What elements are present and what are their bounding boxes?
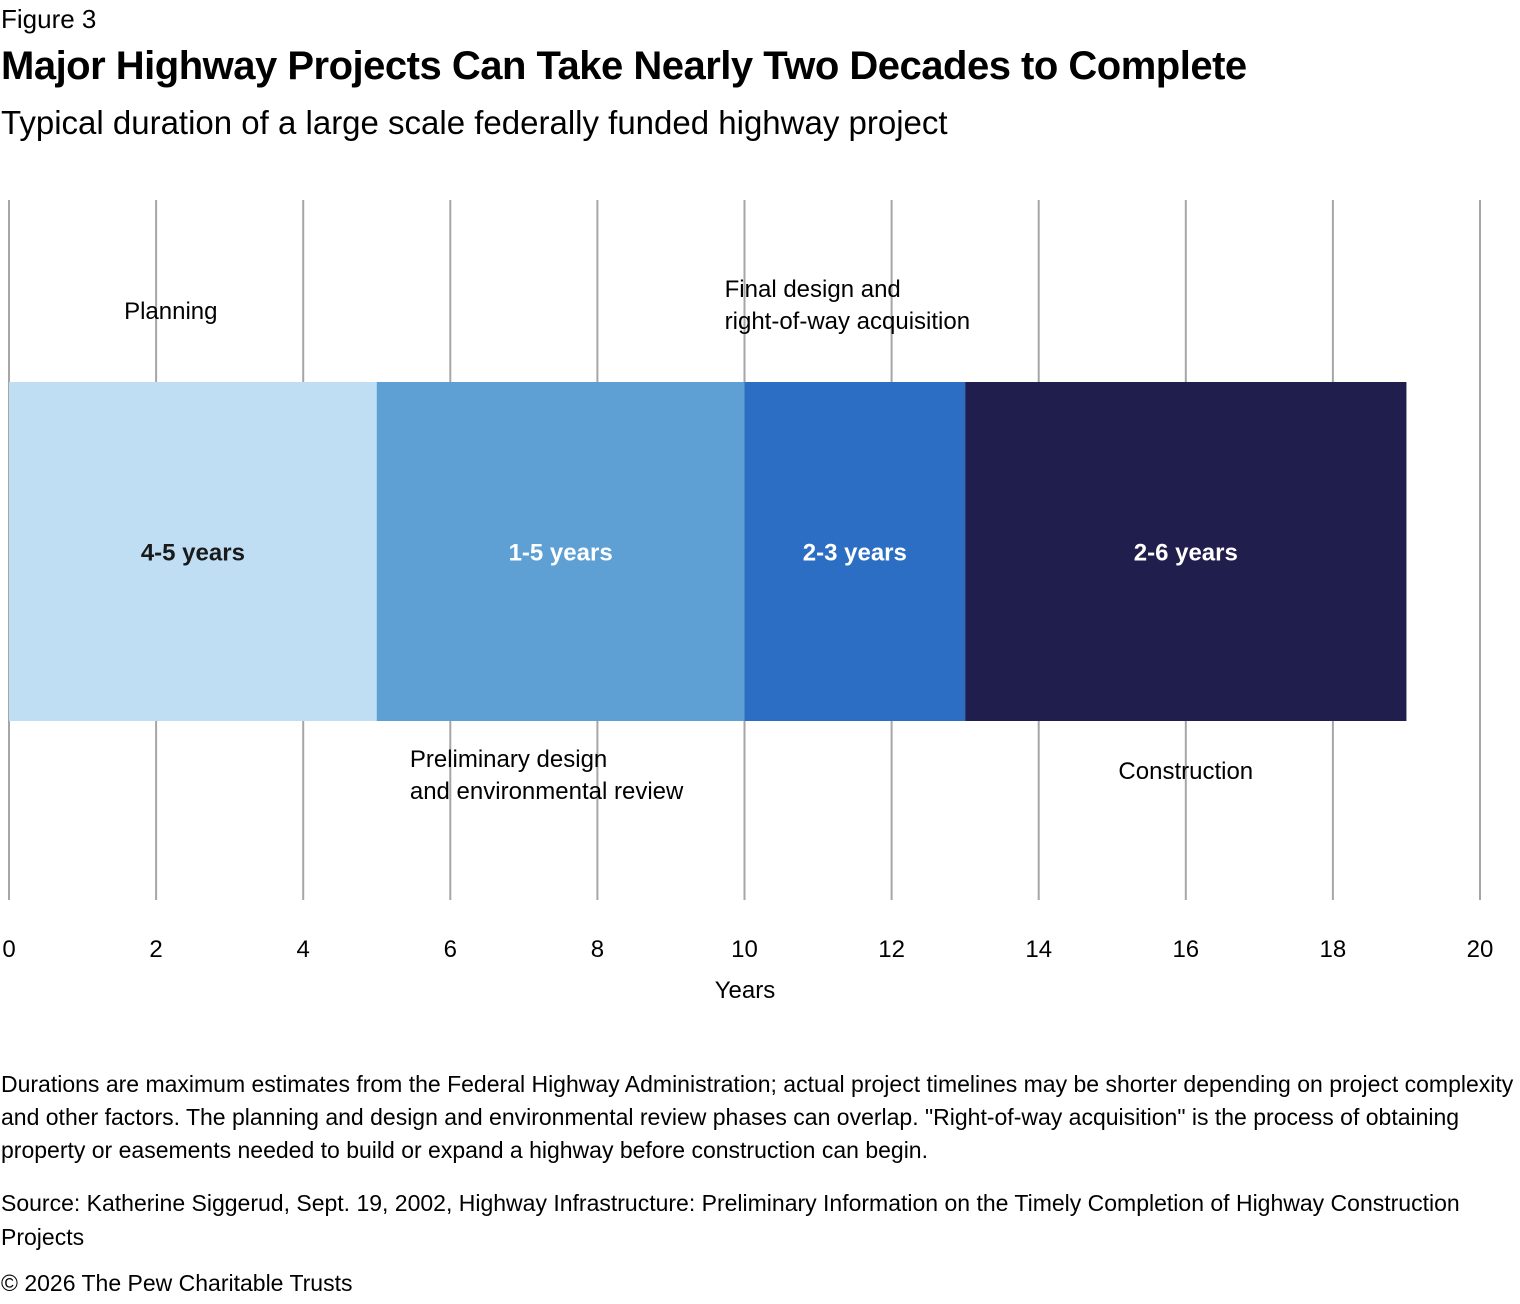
x-tick-label: 8 [591,936,604,963]
x-tick-label: 0 [2,936,15,963]
source-note: Source: Katherine Siggerud, Sept. 19, 20… [1,1190,1460,1250]
x-tick-label: 6 [444,936,457,963]
copyright: © 2026 The Pew Charitable Trusts [1,1270,353,1296]
bar-value-label: 1-5 years [509,540,613,567]
chart-note: Durations are maximum estimates from the… [1,1071,1514,1163]
x-tick-label: 10 [731,936,758,963]
timeline-chart: 4-5 years Planning 1-5 years Preliminary de… [2,200,1493,1004]
phase-label: Preliminary design [410,746,607,773]
x-tick-label: 20 [1467,936,1494,963]
phase-bar [376,382,745,721]
x-tick-label: 14 [1025,936,1052,963]
x-axis-ticks: 0 2 4 6 8 10 12 14 16 18 20 [2,936,1493,963]
phase-label: Construction [1118,758,1253,785]
x-tick-label: 18 [1320,936,1347,963]
phase-label: Final design and [725,276,901,303]
phase-labels: 4-5 years Planning 1-5 years Preliminary de… [124,276,1253,805]
chart-title: Major Highway Projects Can Take Nearly T… [1,44,1247,88]
phase-label: and environmental review [410,778,684,805]
phase-bar [965,382,1407,721]
bar-value-label: 4-5 years [141,540,245,567]
x-tick-label: 16 [1172,936,1199,963]
phase-label: Planning [124,298,217,325]
x-tick-label: 4 [297,936,310,963]
phase-bars [9,382,1407,721]
x-tick-label: 12 [878,936,905,963]
phase-bar [9,382,377,721]
x-tick-label: 2 [149,936,162,963]
bar-value-label: 2-3 years [803,540,907,567]
phase-label: right-of-way acquisition [725,308,970,335]
figure-label: Figure 3 [1,4,97,34]
x-axis-label: Years [715,977,776,1004]
chart-subtitle: Typical duration of a large scale federa… [1,104,948,141]
bar-value-label: 2-6 years [1134,540,1238,567]
phase-bar [744,382,966,721]
